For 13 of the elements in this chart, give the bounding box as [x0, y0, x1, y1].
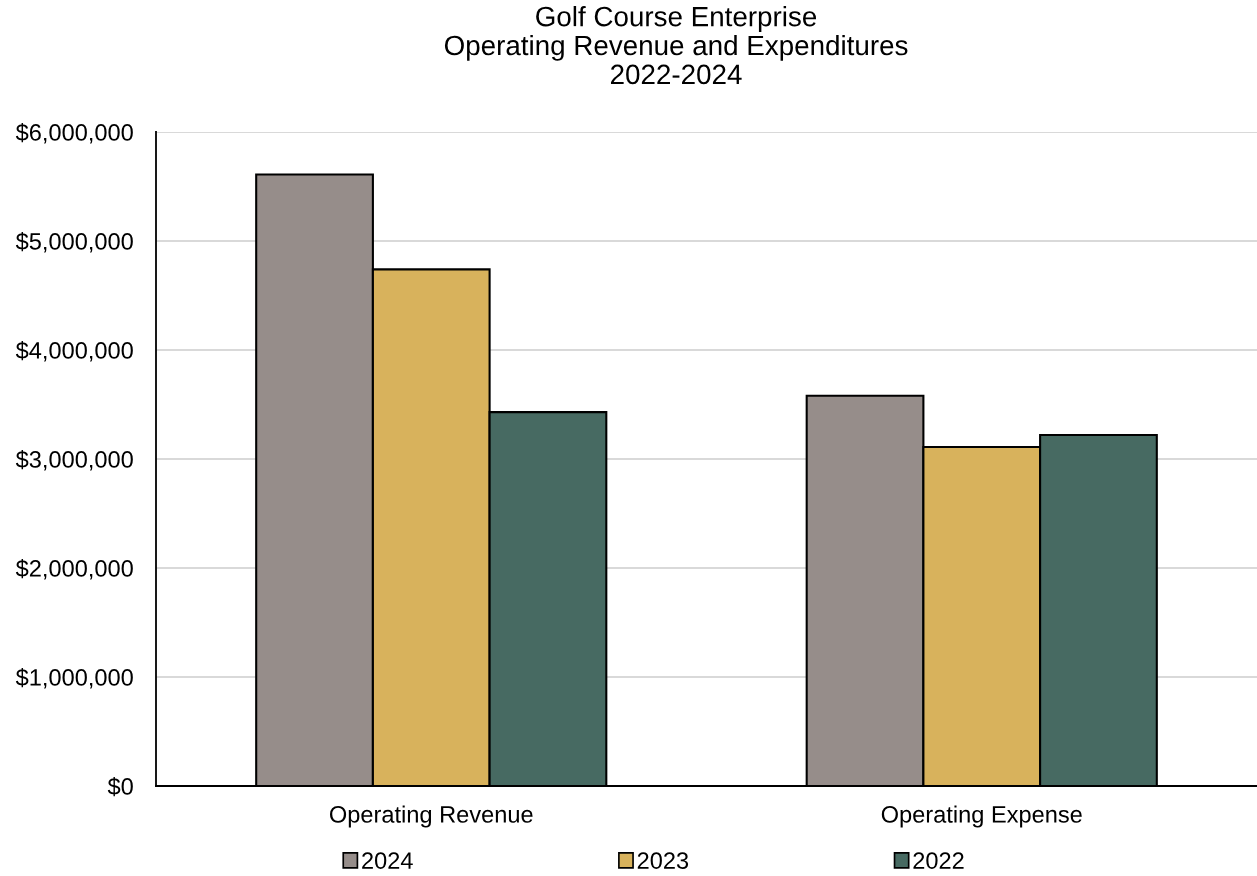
legend-label: 2022: [913, 852, 964, 869]
y-tick-label: $3,000,000: [15, 450, 133, 471]
y-tick-label: $6,000,000: [15, 123, 133, 144]
legend-label: 2024: [362, 852, 413, 869]
y-tick-label: $5,000,000: [15, 232, 133, 253]
y-tick-label: $4,000,000: [15, 341, 133, 362]
y-tick-label: $1,000,000: [15, 668, 133, 689]
legend-label: 2023: [637, 852, 689, 869]
y-tick-label: $2,000,000: [15, 559, 133, 580]
chart-title: Golf Course Enterprise Operating Revenue and Expenditures 2022-2024: [444, 6, 908, 85]
x-tick-label: Operating Revenue: [329, 805, 533, 828]
y-tick-label: $0: [107, 777, 133, 797]
x-tick-label: Operating Expense: [881, 805, 1082, 828]
